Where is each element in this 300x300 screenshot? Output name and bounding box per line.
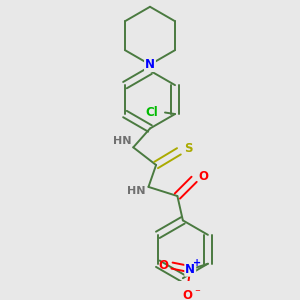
Text: N: N	[145, 58, 155, 71]
Text: S: S	[184, 142, 193, 155]
Text: Cl: Cl	[146, 106, 158, 119]
Text: O: O	[182, 289, 192, 300]
Text: +: +	[193, 258, 201, 268]
Text: O: O	[199, 170, 209, 183]
Text: O: O	[158, 259, 168, 272]
Text: N: N	[185, 263, 195, 276]
Text: ⁻: ⁻	[194, 289, 200, 298]
Text: HN: HN	[127, 186, 146, 196]
Text: HN: HN	[113, 136, 132, 146]
